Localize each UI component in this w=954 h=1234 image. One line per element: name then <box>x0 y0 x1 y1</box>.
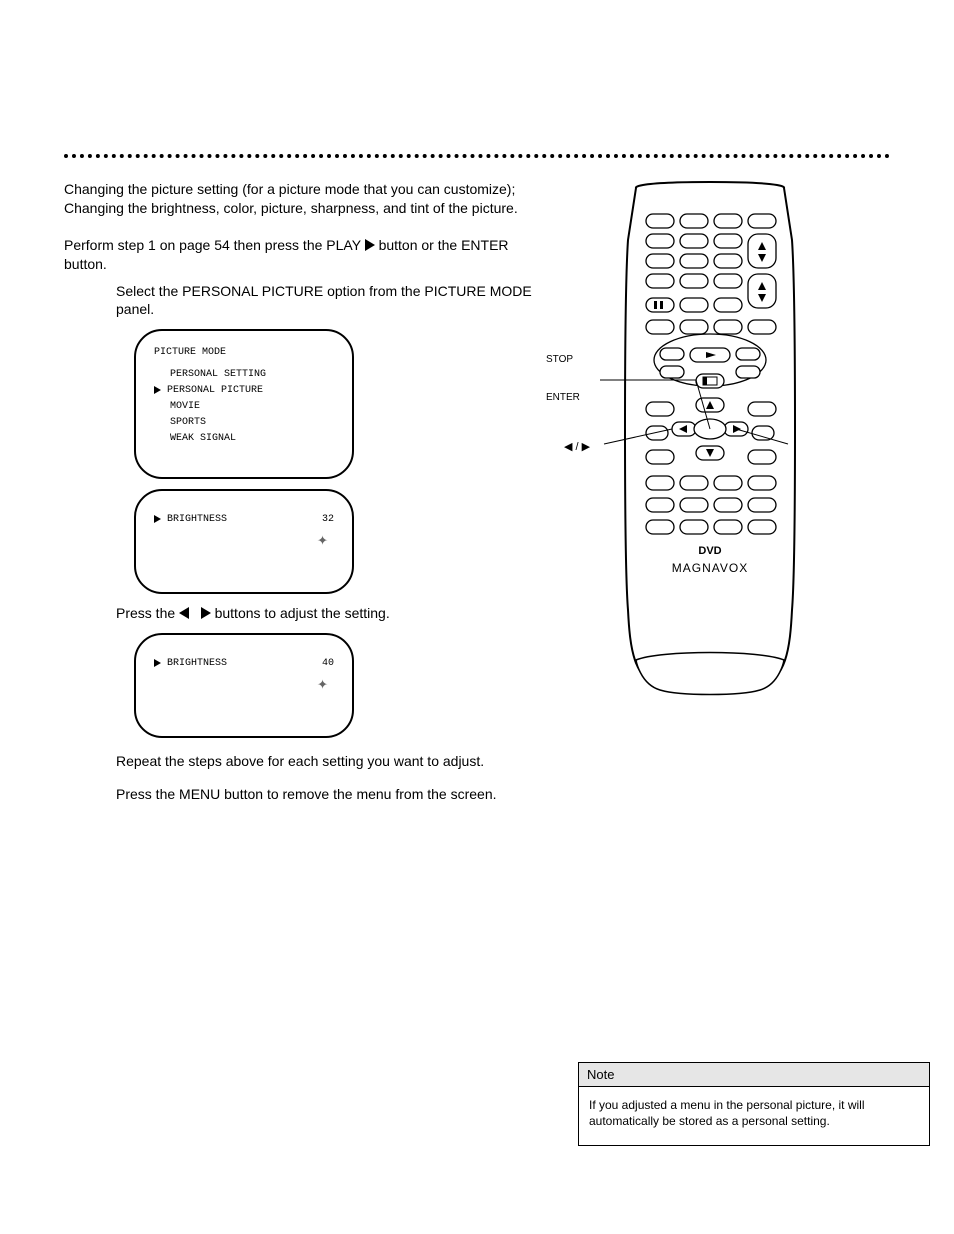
step-1-pre: Perform step 1 on page 54 then press the… <box>64 237 365 253</box>
osd-param-label: BRIGHTNESS <box>167 658 227 669</box>
note-title: Note <box>579 1063 929 1087</box>
left-arrow-icon <box>179 607 189 619</box>
remote-svg: DVD MAGNAVOX <box>560 180 860 700</box>
remote-control-illustration: DVD MAGNAVOX STOP <box>560 180 860 680</box>
osd-title: PICTURE MODE <box>154 347 334 358</box>
note-box: Note If you adjusted a menu in the perso… <box>578 1062 930 1146</box>
osd-cursor-icon <box>154 386 161 394</box>
osd-item: MOVIE <box>170 401 200 412</box>
step-2: Select the PERSONAL PICTURE option from … <box>64 282 536 320</box>
osd-cursor-icon <box>154 515 161 523</box>
step-3-pre: Press the <box>116 605 179 621</box>
remote-logo: DVD <box>698 545 721 557</box>
play-icon <box>365 239 375 251</box>
highlight-sparkle-icon: ✦ <box>317 673 326 695</box>
step-3-post: buttons to adjust the setting. <box>215 605 390 621</box>
leader-stop-label: STOP <box>546 354 573 365</box>
leader-arrows-label: ◀ / ▶ <box>564 440 590 453</box>
osd-param-value: 32 <box>322 514 334 525</box>
leader-enter-label: ENTER <box>546 392 580 403</box>
osd-param-label: BRIGHTNESS <box>167 514 227 525</box>
osd-param-value: 40 <box>322 658 334 669</box>
step-5: Press the MENU button to remove the menu… <box>64 785 536 804</box>
remote-brand: MAGNAVOX <box>672 561 748 575</box>
step-4: Repeat the steps above for each setting … <box>64 752 536 771</box>
osd-item: PERSONAL SETTING <box>170 369 266 380</box>
osd-item: SPORTS <box>170 417 206 428</box>
note-body: If you adjusted a menu in the personal p… <box>579 1087 929 1145</box>
osd-screen-brightness-1: BRIGHTNESS 32 ✦ <box>134 489 354 594</box>
section-subheading: Changing the picture setting (for a pict… <box>64 180 536 218</box>
right-arrow-icon <box>201 607 211 619</box>
step-1: Perform step 1 on page 54 then press the… <box>64 236 536 274</box>
osd-cursor-icon <box>154 659 161 667</box>
step-3: Press the buttons to adjust the setting. <box>64 604 536 623</box>
osd-item: PERSONAL PICTURE <box>167 385 263 396</box>
osd-screen-picture-mode: PICTURE MODE PERSONAL SETTING PERSONAL P… <box>134 329 354 479</box>
highlight-sparkle-icon: ✦ <box>317 529 326 551</box>
osd-screen-brightness-2: BRIGHTNESS 40 ✦ <box>134 633 354 738</box>
osd-item: WEAK SIGNAL <box>170 433 236 444</box>
